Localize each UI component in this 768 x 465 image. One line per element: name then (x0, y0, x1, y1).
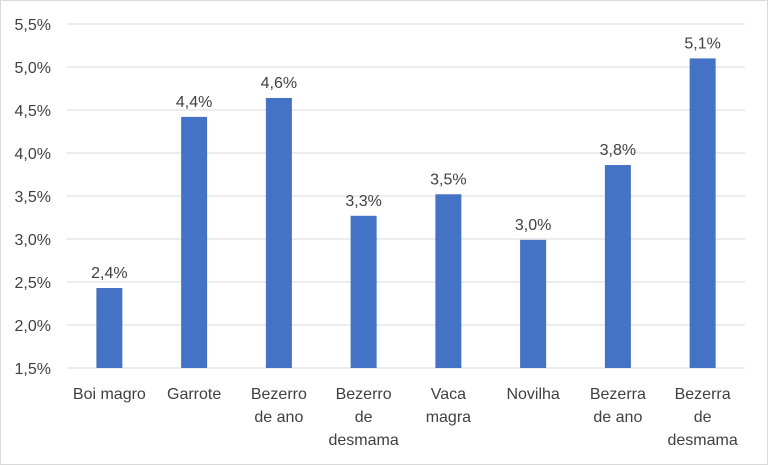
bar (96, 288, 123, 368)
bar (604, 165, 631, 368)
y-tick-label: 3,5% (15, 189, 51, 206)
data-label: 4,4% (176, 94, 212, 111)
data-label: 3,3% (345, 193, 381, 210)
x-tick-label: de (355, 409, 373, 426)
x-tick-label: desmama (668, 432, 738, 449)
x-tick-label: Bezerra (590, 386, 646, 403)
y-tick-label: 5,5% (15, 17, 51, 34)
bar (435, 194, 462, 368)
x-tick-label: Vaca (431, 386, 466, 403)
x-tick-label: Garrote (167, 386, 221, 403)
x-tick-label: de ano (593, 409, 642, 426)
x-tick-label: magra (426, 409, 471, 426)
data-label: 3,0% (515, 217, 551, 234)
y-tick-label: 4,0% (15, 146, 51, 163)
bar (265, 97, 292, 369)
y-tick-label: 3,0% (15, 232, 51, 249)
data-label: 2,4% (91, 265, 127, 282)
y-tick-label: 2,0% (15, 318, 51, 335)
data-label: 3,8% (600, 142, 636, 159)
x-tick-label: de ano (254, 409, 303, 426)
x-tick-label: desmama (329, 432, 399, 449)
bar (181, 116, 208, 368)
y-tick-label: 2,5% (15, 275, 51, 292)
y-tick-label: 1,5% (15, 361, 51, 378)
data-label: 5,1% (684, 35, 720, 52)
bar (520, 239, 547, 368)
x-tick-label: de (694, 409, 712, 426)
bar (689, 58, 716, 369)
data-label: 3,5% (430, 171, 466, 188)
x-tick-label: Boi magro (73, 386, 146, 403)
x-tick-label: Novilha (506, 386, 559, 403)
x-tick-label: Bezerra (675, 386, 731, 403)
x-tick-label: Bezerro (336, 386, 392, 403)
y-tick-label: 5,0% (15, 60, 51, 77)
bar (350, 215, 377, 368)
data-label: 4,6% (261, 75, 297, 92)
x-tick-label: Bezerro (251, 386, 307, 403)
y-tick-label: 4,5% (15, 103, 51, 120)
